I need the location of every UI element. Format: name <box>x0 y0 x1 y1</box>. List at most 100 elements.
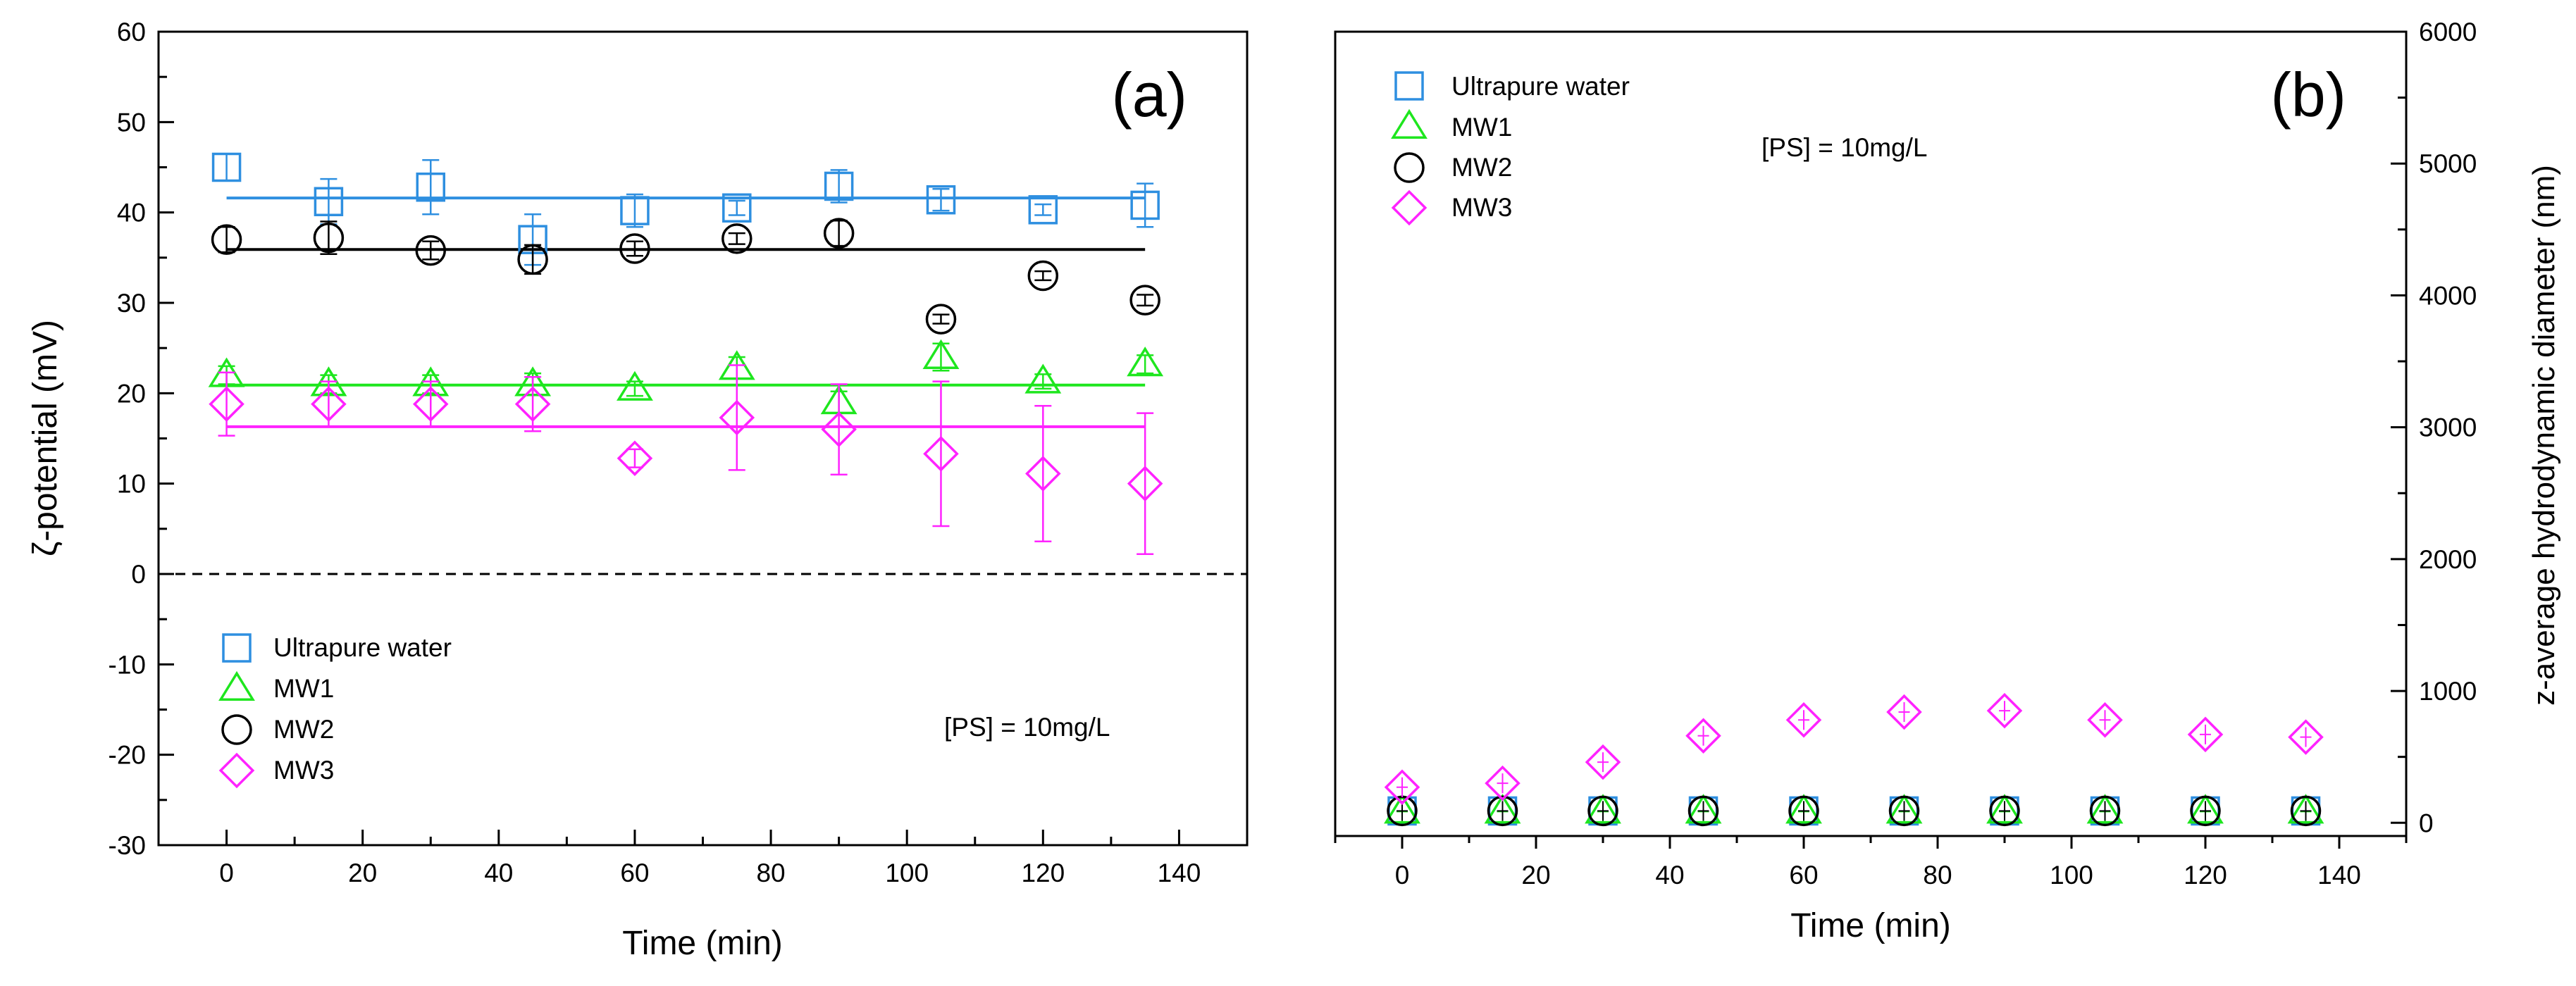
panel-a-legend-entry-ultrapure: Ultrapure water <box>273 633 452 662</box>
panel-a-legend-markers <box>218 633 255 789</box>
panel-a-y-tick-label: -20 <box>109 741 146 770</box>
panel-b-x-tick-label: 140 <box>2317 861 2361 890</box>
panel-b-x-tick-label: 40 <box>1655 861 1684 890</box>
data-point-mw2 <box>2290 795 2322 827</box>
data-point-mw2 <box>1788 795 1819 827</box>
panel-a-y-axis-title: ζ-potential (mV) <box>27 320 64 556</box>
panel-a-y-axis: -30 -20 -10 0 10 20 30 40 50 60 <box>109 18 174 860</box>
data-point-ultrapure-water <box>1028 195 1058 225</box>
panel-b-y-tick-label: 1000 <box>2419 677 2477 706</box>
panel-b-y-tick-label: 0 <box>2419 809 2434 837</box>
panel-a-zeta-potential: -30 -20 -10 0 10 20 30 40 50 60 0 20 40 60 80 100 120 14… <box>27 18 1249 962</box>
panel-b-annotation: [PS] = 10mg/L <box>1761 133 1928 162</box>
data-point-ultrapure-water <box>620 196 650 225</box>
panel-a-x-tick-label: 100 <box>885 859 929 887</box>
data-point-mw3 <box>923 436 959 472</box>
data-point-mw2 <box>1587 795 1618 827</box>
data-point-mw1 <box>1885 794 1923 824</box>
panel-a-x-tick-label: 140 <box>1158 859 1201 887</box>
panel-b-x-axis: 0 20 40 60 80 100 120 140 <box>1334 836 2408 890</box>
data-point-mw1 <box>1384 794 1420 824</box>
data-point-mw3 <box>1384 769 1420 806</box>
panel-b-x-tick-label: 60 <box>1789 861 1818 890</box>
data-point-ultrapure-water <box>211 152 242 182</box>
data-point-mw3 <box>617 440 653 477</box>
data-point-mw2 <box>619 233 650 264</box>
panel-b-legend-entry-mw1: MW1 <box>1451 113 1512 142</box>
data-point-mw1 <box>1785 794 1822 824</box>
legend-marker-mw1 <box>218 670 255 701</box>
panel-a-y-tick-label: 50 <box>117 108 146 137</box>
data-point-ultrapure-water <box>926 185 956 215</box>
legend-marker-mw3 <box>1391 189 1428 226</box>
panel-a-legend: Ultrapure water MW1 MW2 MW3 <box>218 633 452 789</box>
data-point-mw2 <box>1027 260 1059 292</box>
panel-a-legend-entry-mw3: MW3 <box>273 756 334 785</box>
data-point-mw2 <box>1989 795 2020 827</box>
panel-b-y-tick-label: 5000 <box>2419 149 2477 178</box>
data-point-mw3 <box>1785 701 1822 738</box>
legend-marker-mw2 <box>221 714 252 745</box>
data-point-mw3 <box>1127 466 1163 501</box>
panel-b-legend-entry-mw2: MW2 <box>1451 153 1512 182</box>
data-point-mw3 <box>412 386 449 423</box>
legend-marker-ultrapure-water <box>222 633 252 663</box>
panel-a-label: (a) <box>1111 60 1187 130</box>
data-point-mw3 <box>1986 692 2023 729</box>
data-point-mw3 <box>1685 718 1721 754</box>
panel-b-y-tick-label: 4000 <box>2419 281 2477 310</box>
data-point-mw1 <box>617 370 653 401</box>
panel-a-legend-entry-mw1: MW1 <box>273 674 334 703</box>
data-point-mw2 <box>1487 795 1518 827</box>
data-point-mw1 <box>1986 794 2023 824</box>
data-point-mw2 <box>823 218 855 249</box>
panel-b-x-tick-label: 0 <box>1395 861 1410 890</box>
data-point-ultrapure-water <box>416 172 445 202</box>
data-point-mw3 <box>311 386 347 423</box>
data-point-mw3 <box>719 399 755 436</box>
data-point-mw3 <box>1585 744 1621 780</box>
data-point-ultrapure-water <box>722 193 752 223</box>
legend-marker-mw1 <box>1391 108 1428 139</box>
panel-a-x-axis: 0 20 40 60 80 100 120 140 <box>157 830 1249 887</box>
panel-a-fit-lines <box>226 196 1146 428</box>
data-point-mw2 <box>2190 795 2221 827</box>
panel-a-x-tick-label: 80 <box>756 859 785 887</box>
panel-a-y-tick-label: 20 <box>117 379 146 408</box>
data-point-mw3 <box>2087 701 2123 738</box>
panel-b-legend-entry-ultrapure: Ultrapure water <box>1451 72 1630 101</box>
data-point-mw2 <box>1688 795 1719 827</box>
panel-a-y-tick-label: 10 <box>117 470 146 499</box>
panel-a-x-tick-label: 60 <box>620 859 649 887</box>
panel-a-x-axis-title: Time (min) <box>622 925 783 962</box>
data-point-mw1 <box>1127 347 1164 377</box>
data-point-mw3 <box>209 386 244 423</box>
panel-a-y-tick-label: 30 <box>117 289 146 318</box>
data-point-mw3 <box>2187 716 2224 753</box>
data-point-mw3 <box>514 386 551 423</box>
data-point-mw2 <box>517 244 548 275</box>
data-point-mw1 <box>2287 794 2324 824</box>
panel-b-y-axis: 0 1000 2000 3000 4000 5000 6000 <box>2391 18 2477 837</box>
panel-a-x-tick-label: 40 <box>484 859 513 887</box>
legend-marker-ultrapure-water <box>1394 71 1424 101</box>
data-point-mw2 <box>313 222 345 254</box>
panel-a-data-points <box>208 152 1164 556</box>
data-point-mw2 <box>2089 795 2121 827</box>
panel-b-data-points <box>1384 692 2324 827</box>
data-point-mw2 <box>1888 795 1920 827</box>
legend-marker-mw2 <box>1394 152 1425 183</box>
panel-b-y-axis-title: z-average hydrodynamic diameter (nm) <box>2527 165 2561 706</box>
data-point-ultrapure-water <box>314 187 344 217</box>
data-point-ultrapure-water <box>1130 190 1160 220</box>
panel-a-y-tick-label: -10 <box>109 650 146 679</box>
data-point-mw3 <box>1886 694 1922 730</box>
panel-b-x-tick-label: 100 <box>2050 861 2093 890</box>
panel-a-legend-entry-mw2: MW2 <box>273 715 334 744</box>
data-point-mw1 <box>1685 794 1722 824</box>
data-point-mw2 <box>415 235 446 266</box>
panel-b-legend-entry-mw3: MW3 <box>1451 193 1512 222</box>
panel-a-x-tick-label: 0 <box>219 859 234 887</box>
panel-b-x-tick-label: 20 <box>1521 861 1550 890</box>
